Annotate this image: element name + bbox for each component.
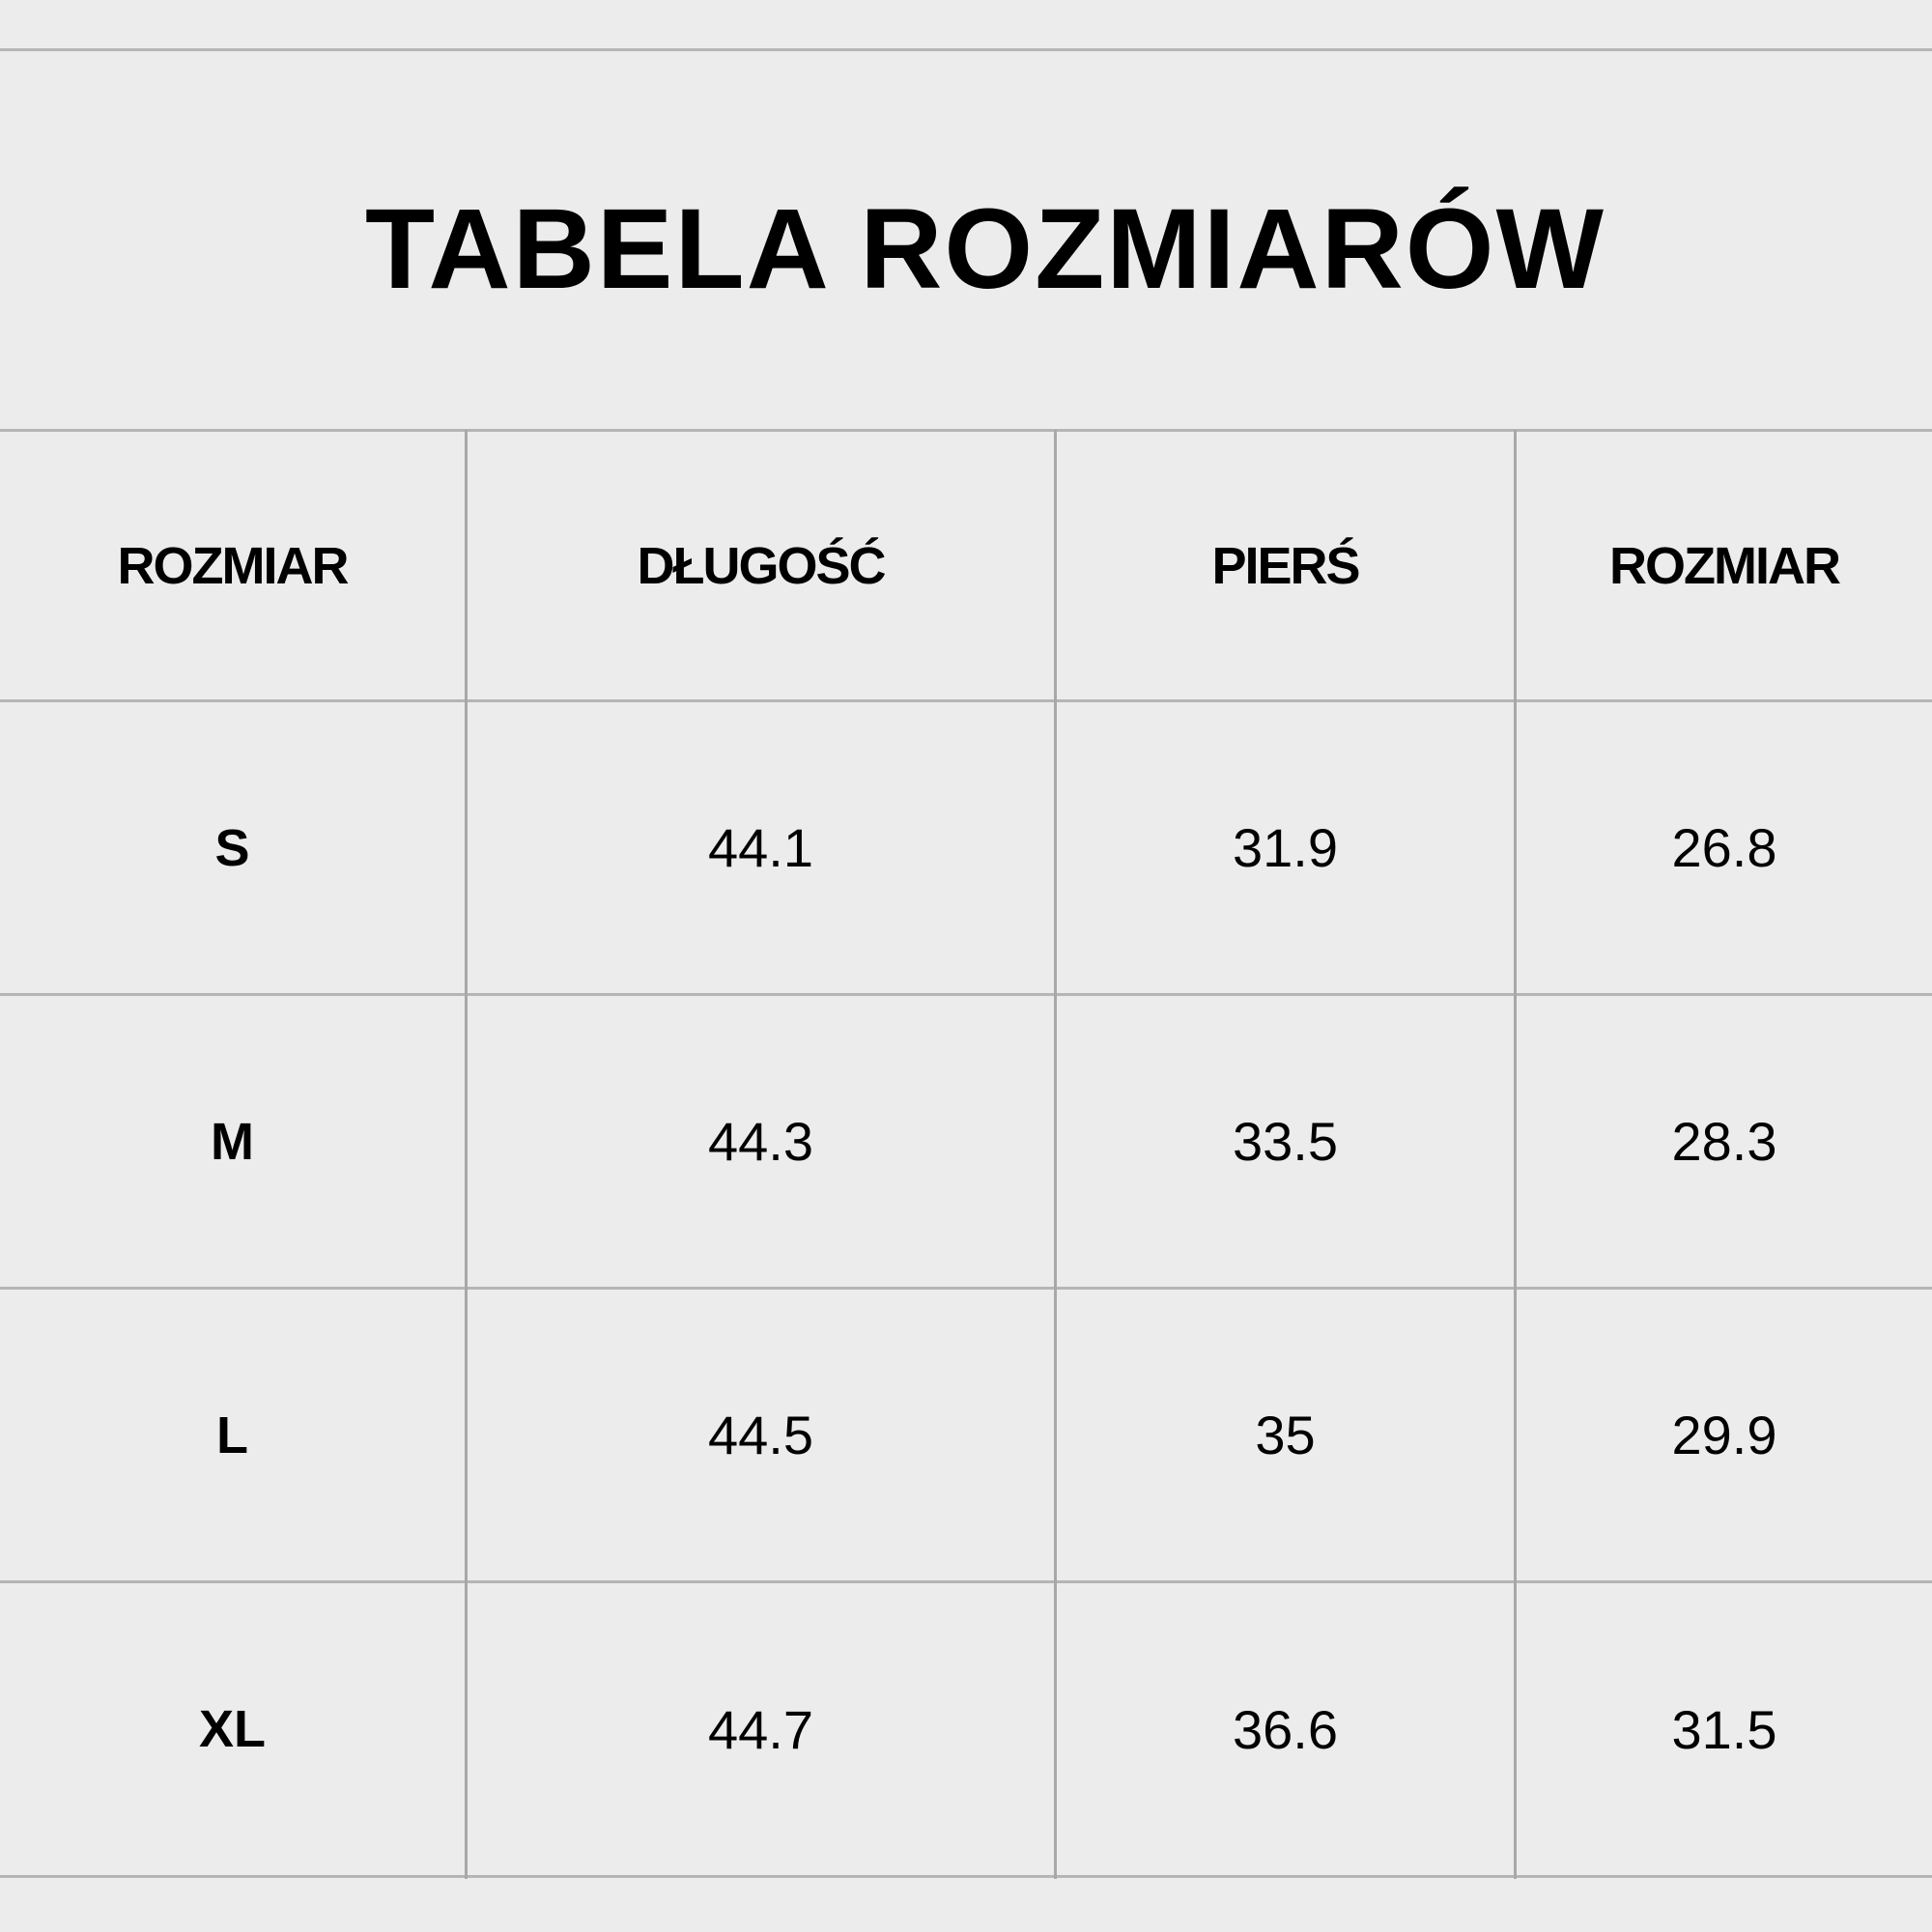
table-cell: 35 — [1255, 1405, 1316, 1465]
column-divider — [1514, 430, 1517, 1879]
table-cell: 29.9 — [1671, 1405, 1777, 1465]
column-header: PIERŚ — [1211, 536, 1360, 595]
divider — [0, 1875, 1932, 1878]
table-cell: 44.3 — [708, 1111, 813, 1172]
table-cell: 44.7 — [708, 1698, 813, 1760]
divider — [0, 429, 1932, 432]
page-title: TABELA ROZMIARÓW — [365, 185, 1605, 313]
divider — [0, 48, 1932, 51]
column-header: ROZMIAR — [1609, 536, 1841, 595]
divider — [0, 993, 1932, 996]
divider — [0, 1287, 1932, 1290]
table-cell: 33.5 — [1233, 1111, 1338, 1172]
column-divider — [465, 430, 468, 1879]
divider — [0, 699, 1932, 702]
column-divider — [1054, 430, 1057, 1879]
table-cell: 44.5 — [708, 1405, 813, 1465]
column-header: DŁUGOŚĆ — [637, 536, 887, 595]
divider — [0, 1580, 1932, 1583]
table-cell: 44.1 — [708, 817, 813, 878]
table-cell: 36.6 — [1233, 1698, 1338, 1760]
size-label: S — [214, 818, 250, 877]
size-label: M — [211, 1112, 254, 1171]
size-label: L — [216, 1406, 248, 1464]
table-cell: 28.3 — [1671, 1111, 1777, 1172]
table-cell: 26.8 — [1671, 817, 1777, 878]
column-header: ROZMIAR — [117, 536, 350, 595]
table-cell: 31.5 — [1671, 1698, 1777, 1760]
size-label: XL — [198, 1700, 266, 1758]
table-cell: 31.9 — [1233, 817, 1338, 878]
